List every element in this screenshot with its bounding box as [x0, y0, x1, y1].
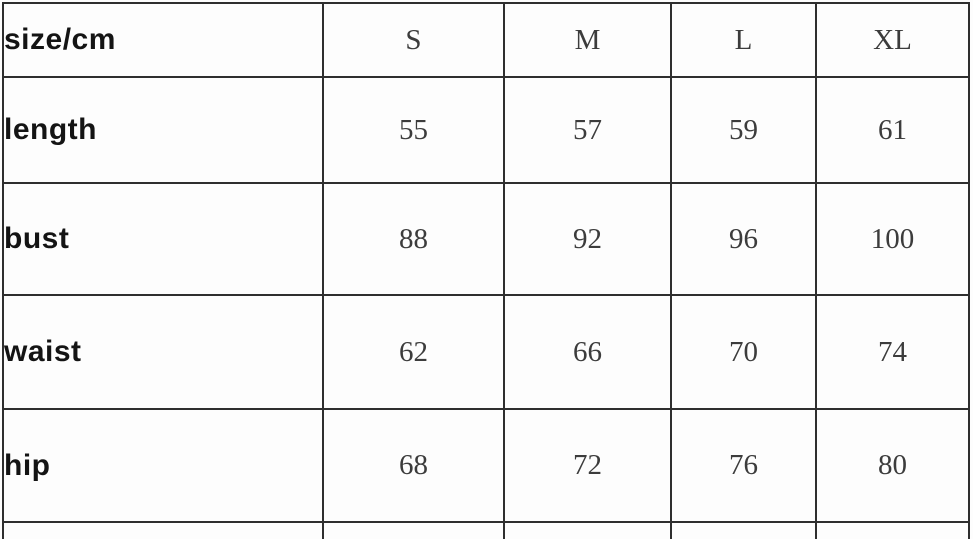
row-label-length: length	[2, 76, 324, 184]
row-label-bust: bust	[2, 182, 324, 296]
cell-bust-s: 88	[322, 182, 505, 296]
cell-length-xl: 61	[815, 76, 970, 184]
cell-waist-xl: 74	[815, 294, 970, 410]
cell-hip-m: 72	[503, 408, 672, 523]
row-label-waist: waist	[2, 294, 324, 410]
header-cell-size-l: L	[670, 2, 817, 78]
cell-length-s: 55	[322, 76, 505, 184]
header-cell-size-s: S	[322, 2, 505, 78]
partial-cell	[503, 521, 672, 539]
cell-length-m: 57	[503, 76, 672, 184]
cell-hip-s: 68	[322, 408, 505, 523]
cell-hip-l: 76	[670, 408, 817, 523]
partial-cell	[670, 521, 817, 539]
table-row-length: length 55 57 59 61	[2, 76, 970, 184]
row-label-hip: hip	[2, 408, 324, 523]
table-row-hip: hip 68 72 76 80	[2, 408, 970, 523]
header-cell-size-m: M	[503, 2, 672, 78]
cell-bust-l: 96	[670, 182, 817, 296]
corner-cell-size-cm: size/cm	[2, 2, 324, 78]
partial-cell	[322, 521, 505, 539]
cell-bust-xl: 100	[815, 182, 970, 296]
partial-cell	[2, 521, 324, 539]
cell-hip-xl: 80	[815, 408, 970, 523]
partial-next-row	[2, 521, 970, 539]
header-row: size/cm S M L XL	[2, 2, 970, 78]
table-row-waist: waist 62 66 70 74	[2, 294, 970, 410]
cell-waist-s: 62	[322, 294, 505, 410]
table-row-bust: bust 88 92 96 100	[2, 182, 970, 296]
cell-waist-m: 66	[503, 294, 672, 410]
header-cell-size-xl: XL	[815, 2, 970, 78]
partial-cell	[815, 521, 970, 539]
cell-length-l: 59	[670, 76, 817, 184]
cell-bust-m: 92	[503, 182, 672, 296]
cell-waist-l: 70	[670, 294, 817, 410]
